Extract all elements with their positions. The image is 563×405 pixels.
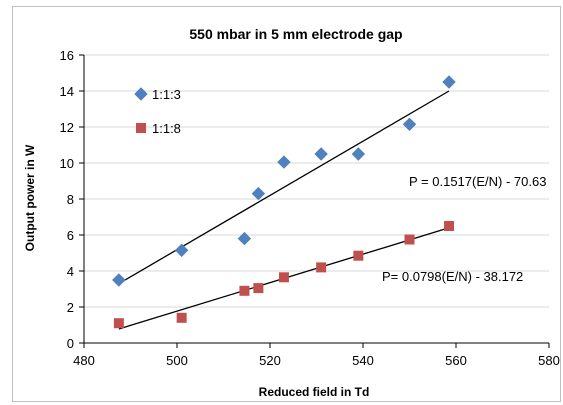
x-tick-label: 540 [352,353,374,368]
y-tick-label: 2 [67,300,74,315]
data-point [442,75,456,89]
trendline [118,90,450,285]
data-point [113,318,124,329]
legend-marker [136,123,146,133]
data-point [237,231,252,246]
data-point [174,243,189,258]
y-tick-label: 0 [67,336,74,351]
y-tick-label: 10 [60,156,74,171]
y-tick-label: 14 [60,84,74,99]
y-axis-title: Output power in W [23,144,37,251]
data-point [253,283,264,294]
legend-marker [134,87,148,101]
y-tick-label: 12 [60,120,74,135]
x-tick-label: 520 [259,353,281,368]
data-point [402,117,417,132]
legend: 1:1:3 1:1:8 [134,87,181,136]
x-tick-label: 480 [73,353,95,368]
chart-title: 550 mbar in 5 mm electrode gap [189,26,402,42]
data-point [353,250,364,261]
data-point [239,285,250,296]
x-tick-label: 500 [166,353,188,368]
data-point [316,262,327,273]
equations: P = 0.1517(E/N) - 70.63 P= 0.0798(E/N) - … [382,174,546,284]
x-tick-label: 560 [445,353,467,368]
data-point [251,186,266,201]
data-point [314,147,328,161]
y-tick-label: 16 [60,48,74,63]
data-point [176,312,187,323]
y-tick-label: 4 [67,264,74,279]
x-tick-label: 580 [538,353,560,368]
y-tick-label: 6 [67,228,74,243]
legend-label: 1:1:8 [152,121,181,136]
data-point [351,147,366,161]
data-point [277,155,291,169]
trendline-equation: P = 0.1517(E/N) - 70.63 [409,174,546,189]
data-points [112,75,456,329]
x-axis-title: Reduced field in Td [259,385,370,399]
tick-labels: 480 500 520 540 560 580 0 2 4 6 8 10 12 14 16 [60,48,560,368]
legend-label: 1:1:3 [152,87,181,102]
data-point [278,272,289,283]
data-point [112,273,126,287]
trendline-equation: P= 0.0798(E/N) - 38.172 [382,269,523,284]
gridlines [79,54,550,348]
y-tick-label: 8 [67,192,74,207]
data-point [404,234,415,245]
data-point [444,221,455,231]
chart-frame [12,6,561,402]
